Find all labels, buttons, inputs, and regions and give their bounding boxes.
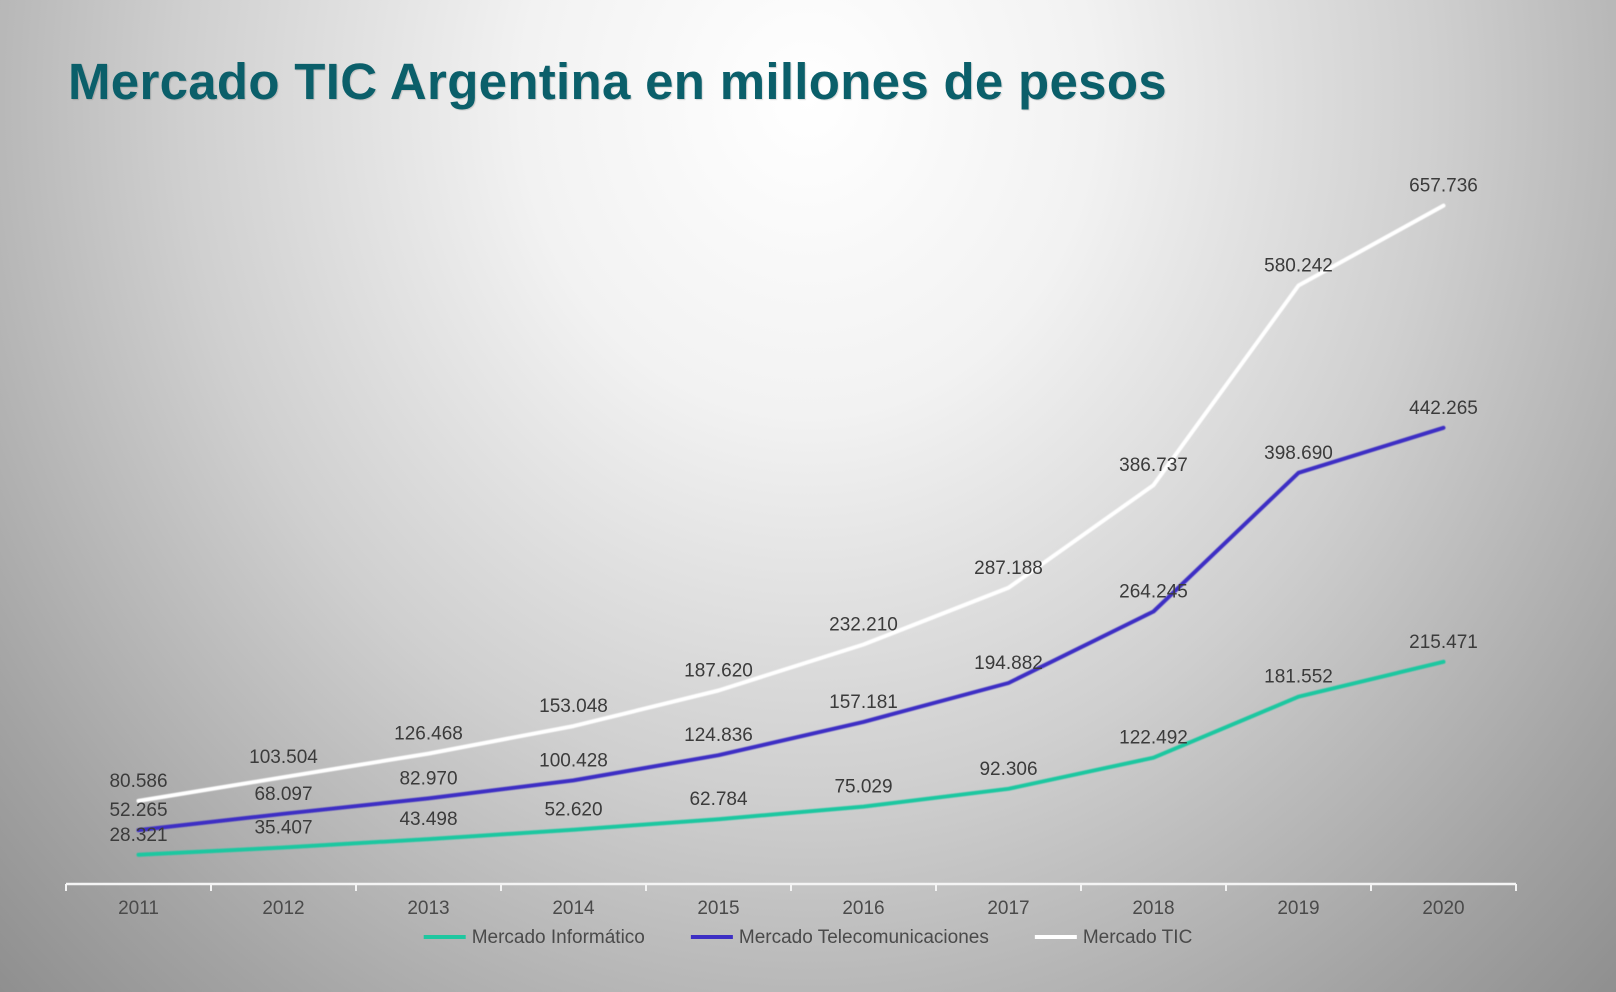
x-tick-label: 2020 <box>1422 898 1464 919</box>
data-label: 103.504 <box>249 747 318 768</box>
data-label: 75.029 <box>834 777 892 798</box>
series-lines <box>136 203 1446 857</box>
legend-label: Mercado TIC <box>1083 927 1192 948</box>
x-axis: 2011 2012 2013 2014 2015 2016 2017 2018 2019 2020 <box>65 882 1517 919</box>
data-label: 92.306 <box>979 759 1037 780</box>
series-line-2 <box>136 425 1446 833</box>
data-label: 52.620 <box>544 800 602 821</box>
data-label: 80.586 <box>109 771 167 792</box>
x-tick-label: 2017 <box>987 898 1029 919</box>
chart-title: Mercado TIC Argentina en millones de pes… <box>68 53 1167 110</box>
data-label: 398.690 <box>1264 443 1333 464</box>
legend-item: Mercado Telecomunicaciones <box>690 927 989 948</box>
data-label: 68.097 <box>254 784 312 805</box>
data-label: 194.882 <box>974 653 1043 674</box>
series-line-3 <box>136 203 1446 803</box>
x-tick-label: 2019 <box>1277 898 1319 919</box>
x-tick-label: 2015 <box>697 898 739 919</box>
legend-label: Mercado Informático <box>472 927 645 948</box>
data-label: 264.245 <box>1119 581 1188 602</box>
data-label: 215.471 <box>1409 632 1478 653</box>
data-label: 153.048 <box>539 696 608 717</box>
x-tick-label: 2012 <box>262 898 304 919</box>
data-label: 28.321 <box>109 825 167 846</box>
data-label: 82.970 <box>399 768 457 789</box>
legend: Mercado Informático Mercado Telecomunicac… <box>423 927 1192 948</box>
legend-item: Mercado Informático <box>423 927 645 948</box>
data-labels: 28.321 35.407 43.498 52.620 62.784 75.029 92.3… <box>109 176 1477 846</box>
data-label: 126.468 <box>394 724 463 745</box>
data-label: 35.407 <box>254 817 312 838</box>
x-tick-label: 2013 <box>407 898 449 919</box>
data-label: 442.265 <box>1409 398 1478 419</box>
data-label: 157.181 <box>829 692 898 713</box>
data-label: 43.498 <box>399 809 457 830</box>
data-label: 287.188 <box>974 558 1043 579</box>
series-line-1 <box>136 659 1446 857</box>
data-label: 580.242 <box>1264 256 1333 277</box>
data-label: 62.784 <box>689 789 748 810</box>
legend-label: Mercado Telecomunicaciones <box>739 927 989 948</box>
data-label: 386.737 <box>1119 455 1188 476</box>
data-label: 232.210 <box>829 614 898 635</box>
data-label: 100.428 <box>539 750 608 771</box>
x-tick-label: 2018 <box>1132 898 1174 919</box>
data-label: 657.736 <box>1409 176 1478 197</box>
data-label: 122.492 <box>1119 728 1188 749</box>
data-label: 181.552 <box>1264 667 1333 688</box>
x-tick-label: 2011 <box>118 898 159 919</box>
x-tick-label: 2014 <box>552 898 595 919</box>
data-label: 187.620 <box>684 660 753 681</box>
data-label: 52.265 <box>109 800 167 821</box>
data-label: 124.836 <box>684 725 753 746</box>
legend-item: Mercado TIC <box>1034 927 1192 948</box>
x-tick-label: 2016 <box>842 898 884 919</box>
